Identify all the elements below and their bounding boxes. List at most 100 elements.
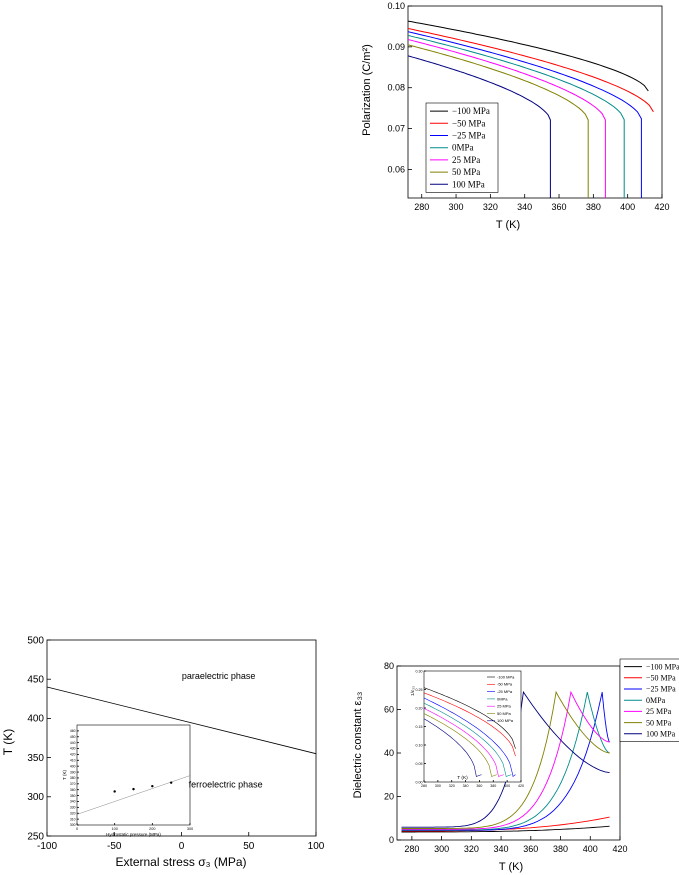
c2-ytick-label: 400 [27,714,44,725]
c3-inset-xtick-label: 380 [490,784,496,788]
c1-ytick-label: 0.08 [387,83,405,93]
dielectric-chart: 280 300 320 340 360 380 400 420 0 20 40 60 80 −100 MP… [352,658,679,873]
c3-inset-xtick-label: 300 [435,784,441,788]
c3-inset-frame [423,670,522,783]
plot-area-3: 280 300 320 340 360 380 400 420 0 20 40 60 80 −100 MP… [384,658,679,854]
c2-inset-point [132,787,135,791]
c1-xtick-label: 380 [586,202,601,212]
x-axis-label-1: T (K) [496,219,520,231]
c1-series-line [407,31,642,198]
c3-ytick-label: 60 [384,705,394,715]
c1-series-line [407,55,551,198]
c1-xtick-label: 360 [552,202,567,212]
c2-inset-ytick-label: 360 [70,788,76,792]
c2-inset-ytick-label: 450 [70,735,76,739]
c3-ytick-label: 40 [384,748,394,758]
c3-legend-label: 25 MPa [646,707,672,716]
c1-series-line [407,20,649,92]
c2-inset-xtick-label: 0 [76,827,78,831]
c3-inset-legend-label: 100 MPa [497,718,514,723]
c3-inset-ytick-label: 0.30 [416,669,423,673]
c3-ytick-label: 20 [384,792,394,802]
c1-ytick-label: 0.10 [387,1,405,11]
c2-ytick-label: 350 [27,753,44,764]
c3-xtick-label: 420 [612,844,627,854]
c3-inset-series-line [423,697,516,778]
c3-legend-label: −100 MPa [646,662,679,671]
c3-inset-series-line [423,713,497,777]
c3-xtick-label: 380 [553,844,568,854]
c3-inset-series-line [423,708,504,777]
c1-series-line [407,28,654,113]
y-axis-label-3: Dielectric constant ε₃₃ [352,692,364,799]
c1-legend-label: 100 MPa [452,179,485,189]
c3-ytick-label: 80 [384,661,394,671]
c3-inset-ytick-label: 0.10 [416,743,423,747]
plot-area-2: -100 -50 0 50 100 250 300 350 400 450 500 0 100 200 30… [27,635,324,852]
annotation-paraelectric: paraelectric phase [182,671,256,681]
c1-series-line [407,39,606,198]
c3-xtick-label: 360 [523,844,538,854]
c3-inset-ytick-label: 0.20 [416,706,423,710]
c3-inset-legend-label: -25 MPa [497,689,513,694]
c3-inset-xtick-label: 420 [518,784,524,788]
c3-inset-ytick-label: 0.05 [416,762,423,766]
c3-xtick-label: 280 [404,844,419,854]
c3-inset-xtick-label: 400 [504,784,510,788]
c3-inset-ylabel: 1/ε₃₃ [410,686,416,696]
c3-inset-legend-label: -50 MPa [497,682,513,687]
c2-inset-ytick-label: 310 [70,817,76,821]
c3-inset-xtick-label: 340 [463,784,469,788]
c2-inset-xlabel: Hydrostatic pressure (MPa) [106,832,161,837]
c3-inset-xtick-label: 360 [476,784,482,788]
c2-inset-ytick-label: 330 [70,806,76,810]
c2-ytick-label: 300 [27,792,44,803]
c3-inset-legend-label: 0MPa [497,696,508,701]
c1-legend-label: −50 MPa [452,118,485,128]
c1-legend-label: −25 MPa [452,131,485,141]
c3-inset-legend-label: 50 MPa [497,711,512,716]
c1-legend-label: 0MPa [452,143,474,153]
c3-series-line [401,690,610,829]
c3-inset-series-line [423,692,516,757]
c2-inset-point [169,781,173,784]
c3-inset-ytick-label: 0.00 [416,780,423,784]
c1-xtick-label: 280 [414,202,429,212]
c3-inset-legend-label: 25 MPa [497,704,512,709]
c1-legend-label: 25 MPa [452,155,480,165]
c2-inset-ytick-label: 430 [70,747,76,751]
c2-inset-ytick-label: 420 [70,753,76,757]
c2-inset-ylabel: T (K) [62,770,67,780]
c3-xtick-label: 340 [494,844,509,854]
c3-inset-ytick-label: 0.25 [416,688,423,692]
c2-inset-xtick-label: 100 [111,827,117,831]
c3-inset-ytick-label: 0.15 [416,725,423,729]
y-axis-label-2: T (K) [1,729,15,755]
c3-legend-label: −50 MPa [646,673,676,682]
c1-ytick-label: 0.07 [387,124,405,134]
c3-inset-xlabel: T (K) [457,775,468,781]
c2-xtick-label: -50 [107,841,122,852]
c1-xtick-label: 340 [517,202,532,212]
c1-legend-label: 50 MPa [452,167,480,177]
c2-ytick-label: 500 [27,635,44,646]
y-axis-label-1: Polarization (C/m²) [361,44,373,136]
c3-xtick-label: 300 [434,844,449,854]
c1-xtick-label: 420 [654,202,669,212]
c3-inset-series-line [423,687,516,749]
polarization-chart: 280 300 320 340 360 380 400 420 0.06 0.07 0.08 0.09… [361,1,670,231]
c2-inset-xtick-label: 300 [187,827,193,831]
c3-legend-label: −25 MPa [646,685,676,694]
c2-inset-frame [76,724,191,826]
c2-inset-ytick-label: 370 [70,782,76,786]
c3-inset-series-line [423,702,512,777]
c1-legend-label: −100 MPa [452,106,490,116]
phase-diagram-chart: -100 -50 0 50 100 250 300 350 400 450 500 0 100 200 30… [1,635,325,869]
c1-xtick-label: 400 [620,202,635,212]
c2-xtick-label: -100 [37,841,57,852]
c2-inset-point [151,784,154,788]
c2-ytick-label: 450 [27,675,44,686]
c3-inset-series-line [423,718,482,777]
c3-series-line [401,691,610,831]
c1-ytick-label: 0.06 [387,164,405,174]
